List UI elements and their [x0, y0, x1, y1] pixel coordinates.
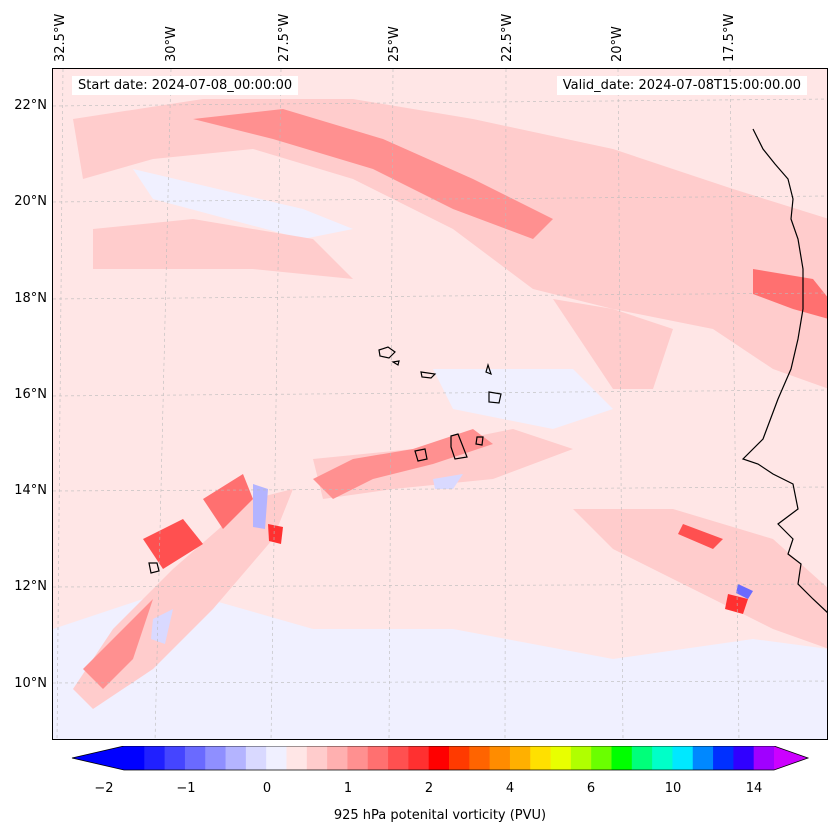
- colorbar-segment: [753, 746, 775, 770]
- colorbar-segment: [489, 746, 511, 770]
- lon-label: 25°W: [387, 26, 402, 62]
- colorbar-tick: 4: [505, 781, 515, 796]
- colorbar-segment: [509, 746, 531, 770]
- colorbar-segment: [367, 746, 389, 770]
- colorbar-segment: [245, 746, 267, 770]
- lat-label: 18°N: [14, 291, 47, 306]
- potential-vorticity-map: [53, 69, 827, 739]
- colorbar-segment: [672, 746, 694, 770]
- colorbar-segment: [184, 746, 206, 770]
- colorbar-segment: [530, 746, 552, 770]
- colorbar-segment: [550, 746, 572, 770]
- colorbar-segment: [124, 746, 145, 770]
- colorbar-under-arrow: [72, 746, 124, 770]
- lon-label: 27.5°W: [277, 13, 292, 62]
- lat-label: 12°N: [14, 579, 47, 594]
- colorbar-tick: 10: [664, 781, 682, 796]
- colorbar-segment: [144, 746, 166, 770]
- pv-field-negative: [151, 474, 753, 644]
- colorbar-segment: [631, 746, 653, 770]
- colorbar-segment: [266, 746, 287, 770]
- colorbar-segment: [611, 746, 633, 770]
- colorbar-tick: 6: [586, 781, 596, 796]
- colorbar-segment: [347, 746, 369, 770]
- colorbar-label: 925 hPa potenital vorticity (PVU): [333, 808, 547, 823]
- coastline: [148, 128, 827, 613]
- lon-label: 20°W: [610, 26, 625, 62]
- lon-label: 17.5°W: [722, 13, 737, 62]
- colorbar-segment: [428, 746, 450, 770]
- colorbar-over-arrow: [774, 746, 808, 770]
- colorbar-segment: [225, 746, 247, 770]
- colorbar-segment: [164, 746, 186, 770]
- colorbar-segment: [591, 746, 612, 770]
- colorbar-segment: [713, 746, 734, 770]
- colorbar-tick: −2: [94, 781, 114, 796]
- valid-date-label: Valid_date: 2024-07-08T15:00:00.00: [556, 76, 807, 95]
- pv-field-strong: [83, 109, 827, 689]
- colorbar-segment: [306, 746, 328, 770]
- lat-label: 22°N: [14, 98, 47, 113]
- lon-label: 22.5°W: [500, 13, 515, 62]
- lon-label: 32.5°W: [53, 13, 68, 62]
- colorbar-segment: [388, 746, 409, 770]
- colorbar: [71, 746, 810, 771]
- lat-label: 16°N: [14, 387, 47, 402]
- colorbar-segment: [570, 746, 592, 770]
- colorbar-segment: [205, 746, 227, 770]
- colorbar-tick: 0: [262, 781, 272, 796]
- colorbar-segment: [408, 746, 430, 770]
- map-panel: [52, 68, 828, 740]
- lon-label: 30°W: [164, 26, 179, 62]
- colorbar-tick: 1: [343, 781, 353, 796]
- colorbar-segment: [286, 746, 308, 770]
- lat-label: 14°N: [14, 483, 47, 498]
- colorbar-outline: [71, 746, 810, 771]
- colorbar-segment: [327, 746, 348, 770]
- gridlines: [53, 69, 827, 739]
- start-date-label: Start date: 2024-07-08_00:00:00: [72, 76, 299, 95]
- colorbar-tick: 2: [424, 781, 434, 796]
- colorbar-tick: 14: [745, 781, 763, 796]
- colorbar-segment: [692, 746, 714, 770]
- lat-label: 20°N: [14, 194, 47, 209]
- colorbar-segment: [469, 746, 491, 770]
- colorbar-segment: [449, 746, 470, 770]
- colorbar-segment: [733, 746, 755, 770]
- colorbar-segment: [652, 746, 673, 770]
- lat-label: 10°N: [14, 676, 47, 691]
- colorbar-tick: −1: [176, 781, 196, 796]
